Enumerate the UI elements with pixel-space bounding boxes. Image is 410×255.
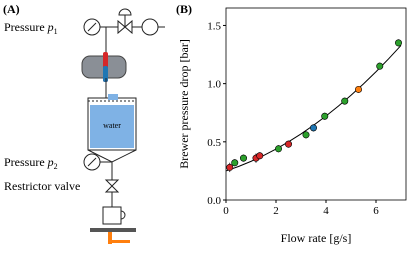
data-point: [354, 85, 362, 93]
tank-label: water: [103, 121, 121, 130]
data-point: [274, 145, 282, 153]
data-point: [302, 131, 310, 139]
data-point: [341, 97, 349, 105]
water: [90, 105, 134, 148]
pressure-label: Pressure p1: [4, 20, 58, 36]
y-tick-label: 0.0: [207, 195, 221, 207]
scale: [90, 228, 136, 232]
symbol: p: [47, 155, 54, 169]
scale-foot: [108, 232, 112, 244]
y-tick-label: 0.5: [207, 137, 221, 149]
data-point: [394, 39, 402, 47]
data-point: [284, 140, 292, 148]
symbol: p: [47, 20, 54, 34]
panel-label: (B): [176, 2, 192, 16]
x-tick-label: 2: [273, 205, 279, 217]
data-point: [321, 112, 329, 120]
y-axis-label: Brewer pressure drop [bar]: [177, 39, 191, 169]
restrictor-valve: [104, 179, 120, 193]
label-text: Pressure: [4, 20, 45, 34]
y-tick-label: 1.0: [207, 79, 221, 91]
scale-base: [112, 240, 130, 243]
x-tick-label: 0: [223, 205, 229, 217]
subscript: 2: [54, 162, 58, 171]
x-tick-label: 6: [373, 205, 379, 217]
data-point: [376, 62, 384, 70]
cup: [102, 206, 122, 225]
fit-curve: [225, 45, 402, 172]
gauge-needle: [87, 22, 97, 32]
subscript: 1: [54, 27, 58, 36]
panel-label: (A): [3, 2, 20, 16]
pressure-label: Pressure p2: [4, 155, 58, 171]
valve-actuator: [118, 8, 132, 16]
inlet: [108, 94, 118, 100]
data-point: [309, 124, 317, 132]
label-text: Pressure: [4, 155, 45, 169]
heater: [103, 66, 108, 82]
data-point: [226, 163, 234, 171]
data-point: [256, 152, 264, 160]
gauge-needle: [87, 157, 97, 167]
pump: [141, 18, 159, 36]
valve-label: Restrictor valve: [4, 179, 80, 193]
cup-handle: [120, 210, 126, 220]
schematic: [81, 8, 165, 244]
plot-frame: [225, 7, 407, 201]
x-tick-label: 4: [323, 205, 329, 217]
y-tick-label: 1.5: [207, 20, 221, 32]
data-point: [240, 154, 248, 162]
data-point: [231, 159, 239, 167]
x-axis-label: Flow rate [g/s]: [281, 231, 352, 245]
